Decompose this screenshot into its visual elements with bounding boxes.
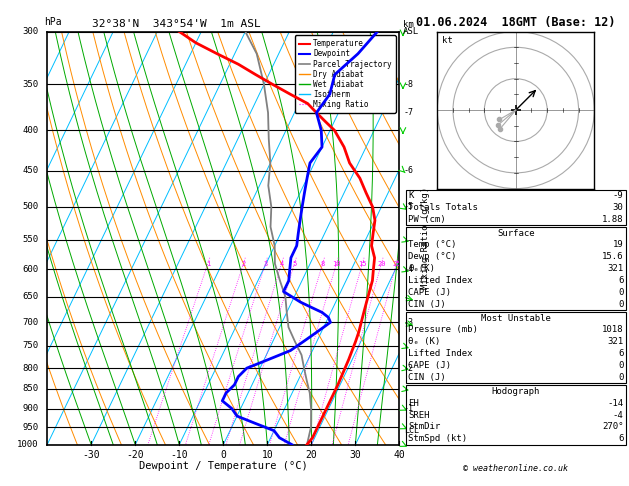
Text: Lifted Index: Lifted Index: [408, 276, 473, 285]
Text: EH: EH: [408, 399, 419, 408]
Text: 0: 0: [618, 300, 623, 309]
Text: Most Unstable: Most Unstable: [481, 313, 551, 323]
Text: 19: 19: [613, 241, 623, 249]
Text: 3: 3: [264, 260, 267, 267]
Text: -3: -3: [404, 318, 414, 327]
Text: 550: 550: [22, 235, 38, 244]
Text: 6: 6: [618, 349, 623, 358]
Text: 350: 350: [22, 80, 38, 89]
Text: -5: -5: [404, 202, 414, 211]
Text: 20: 20: [377, 260, 386, 267]
Text: 900: 900: [22, 404, 38, 413]
Text: 300: 300: [22, 27, 38, 36]
Text: -9: -9: [613, 191, 623, 200]
Text: StmSpd (kt): StmSpd (kt): [408, 434, 467, 443]
Text: 1018: 1018: [602, 326, 623, 334]
Text: Dewp (°C): Dewp (°C): [408, 252, 457, 261]
Text: ASL: ASL: [403, 27, 419, 36]
Text: -2: -2: [404, 364, 414, 373]
Text: θₑ(K): θₑ(K): [408, 264, 435, 273]
Text: 650: 650: [22, 293, 38, 301]
Text: 800: 800: [22, 364, 38, 373]
Text: Pressure (mb): Pressure (mb): [408, 326, 478, 334]
Text: 30: 30: [350, 450, 361, 460]
Text: 1000: 1000: [17, 440, 38, 449]
Text: 10: 10: [262, 450, 273, 460]
Text: 450: 450: [22, 166, 38, 175]
Text: -6: -6: [404, 166, 414, 175]
Text: SREH: SREH: [408, 411, 430, 419]
Text: 1.88: 1.88: [602, 215, 623, 224]
Text: 1: 1: [206, 260, 210, 267]
Text: CAPE (J): CAPE (J): [408, 288, 451, 297]
Text: 0: 0: [220, 450, 226, 460]
Text: Totals Totals: Totals Totals: [408, 203, 478, 212]
Text: -20: -20: [126, 450, 144, 460]
Text: Hodograph: Hodograph: [492, 387, 540, 396]
Text: 270°: 270°: [602, 422, 623, 432]
Text: PW (cm): PW (cm): [408, 215, 446, 224]
Text: 10: 10: [332, 260, 341, 267]
Text: -8: -8: [404, 80, 414, 89]
Text: 15: 15: [358, 260, 367, 267]
Text: 500: 500: [22, 202, 38, 211]
Text: 700: 700: [22, 318, 38, 327]
Text: 0: 0: [618, 288, 623, 297]
Text: 5: 5: [292, 260, 297, 267]
Text: 32°38'N  343°54'W  1m ASL: 32°38'N 343°54'W 1m ASL: [92, 19, 260, 29]
Text: CIN (J): CIN (J): [408, 300, 446, 309]
Text: 950: 950: [22, 423, 38, 432]
Text: -4: -4: [613, 411, 623, 419]
Text: CIN (J): CIN (J): [408, 373, 446, 382]
Text: θₑ (K): θₑ (K): [408, 337, 440, 347]
Text: 2: 2: [242, 260, 245, 267]
Text: Surface: Surface: [497, 228, 535, 238]
Text: Lifted Index: Lifted Index: [408, 349, 473, 358]
Text: kt: kt: [442, 36, 453, 45]
Text: -7: -7: [404, 108, 414, 117]
Text: CAPE (J): CAPE (J): [408, 361, 451, 370]
Text: -1: -1: [404, 404, 414, 413]
Text: StmDir: StmDir: [408, 422, 440, 432]
Text: 0: 0: [618, 361, 623, 370]
Text: 321: 321: [607, 337, 623, 347]
Text: 750: 750: [22, 342, 38, 350]
Text: © weatheronline.co.uk: © weatheronline.co.uk: [464, 464, 568, 473]
Text: 25: 25: [392, 260, 401, 267]
Text: Temp (°C): Temp (°C): [408, 241, 457, 249]
Text: Dewpoint / Temperature (°C): Dewpoint / Temperature (°C): [139, 461, 308, 471]
Text: K: K: [408, 191, 414, 200]
Text: LCL: LCL: [404, 426, 419, 435]
Text: -10: -10: [170, 450, 188, 460]
Text: -4: -4: [404, 265, 414, 274]
Text: hPa: hPa: [44, 17, 62, 27]
Text: 30: 30: [613, 203, 623, 212]
Text: km: km: [403, 20, 413, 29]
Text: 600: 600: [22, 265, 38, 274]
Text: -30: -30: [82, 450, 100, 460]
Text: 15.6: 15.6: [602, 252, 623, 261]
Text: 40: 40: [394, 450, 405, 460]
Text: 6: 6: [618, 276, 623, 285]
Text: 8: 8: [321, 260, 325, 267]
Text: 01.06.2024  18GMT (Base: 12): 01.06.2024 18GMT (Base: 12): [416, 16, 616, 29]
Text: 0: 0: [618, 373, 623, 382]
Text: Mixing Ratio (g/kg): Mixing Ratio (g/kg): [421, 187, 430, 289]
Text: 4: 4: [279, 260, 284, 267]
Text: 20: 20: [306, 450, 317, 460]
Legend: Temperature, Dewpoint, Parcel Trajectory, Dry Adiabat, Wet Adiabat, Isotherm, Mi: Temperature, Dewpoint, Parcel Trajectory…: [295, 35, 396, 113]
Text: 400: 400: [22, 126, 38, 135]
Text: 321: 321: [607, 264, 623, 273]
Text: 850: 850: [22, 384, 38, 394]
Text: -14: -14: [607, 399, 623, 408]
Text: 6: 6: [618, 434, 623, 443]
